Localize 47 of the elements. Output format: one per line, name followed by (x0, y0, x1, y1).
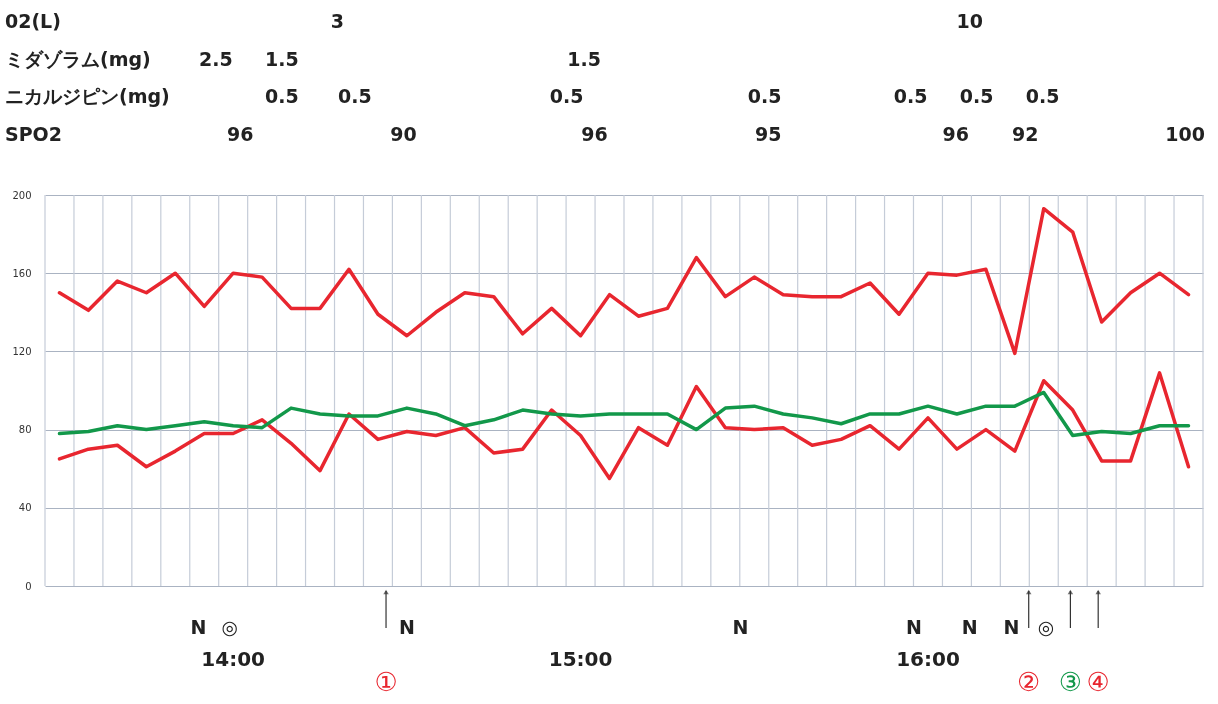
text: ③ (1058, 667, 1083, 697)
text: 02(L) (5, 10, 61, 32)
text: 0.5 (959, 85, 994, 108)
text: N (398, 616, 415, 638)
text: 0.5 (264, 85, 299, 108)
text: 92 (1012, 123, 1039, 146)
text: 1.5 (264, 47, 299, 70)
text: SPO2 (5, 123, 62, 146)
text: ① (374, 667, 398, 697)
text: ② (1017, 667, 1041, 697)
line-series (57, 371, 1191, 481)
text: ④ (1086, 667, 1110, 697)
text: N (906, 616, 923, 638)
text: 0.5 (747, 85, 782, 108)
x-tick-label: 16:00 (896, 647, 960, 671)
text: 3 (330, 10, 345, 32)
text: 100 (1165, 123, 1205, 146)
text: N (1003, 616, 1020, 638)
x-tick-label: 15:00 (548, 647, 613, 671)
y-tick-label: 80 (18, 424, 32, 436)
y-tick-label: 160 (12, 267, 32, 279)
text: 95 (754, 123, 782, 146)
text: 96 (226, 123, 254, 146)
line-series (57, 390, 1191, 438)
y-tick-label: 200 (12, 189, 32, 201)
text: 0.5 (1025, 85, 1060, 108)
text: N (961, 616, 978, 638)
text: 96 (942, 123, 969, 146)
text: 90 (390, 123, 417, 146)
text: 0.5 (337, 85, 372, 108)
text: 1.5 (567, 47, 601, 70)
text: 96 (581, 123, 608, 146)
x-tick-label: 14:00 (201, 647, 266, 671)
text: ◎ (221, 616, 239, 638)
text: ◎ (1037, 616, 1055, 638)
text: 0.5 (549, 85, 584, 108)
text: 2.5 (198, 47, 233, 70)
text: 10 (956, 10, 983, 32)
text: ニカルジピン(mg) (5, 85, 170, 108)
y-tick-label: 120 (12, 345, 32, 357)
text: N (190, 616, 207, 638)
text: ミダゾラム(mg) (5, 47, 151, 70)
text: N (732, 616, 749, 638)
text: 0.5 (893, 85, 928, 108)
y-tick-label: 0 (25, 580, 32, 592)
line-series (57, 206, 1191, 356)
y-tick-label: 40 (18, 502, 32, 514)
